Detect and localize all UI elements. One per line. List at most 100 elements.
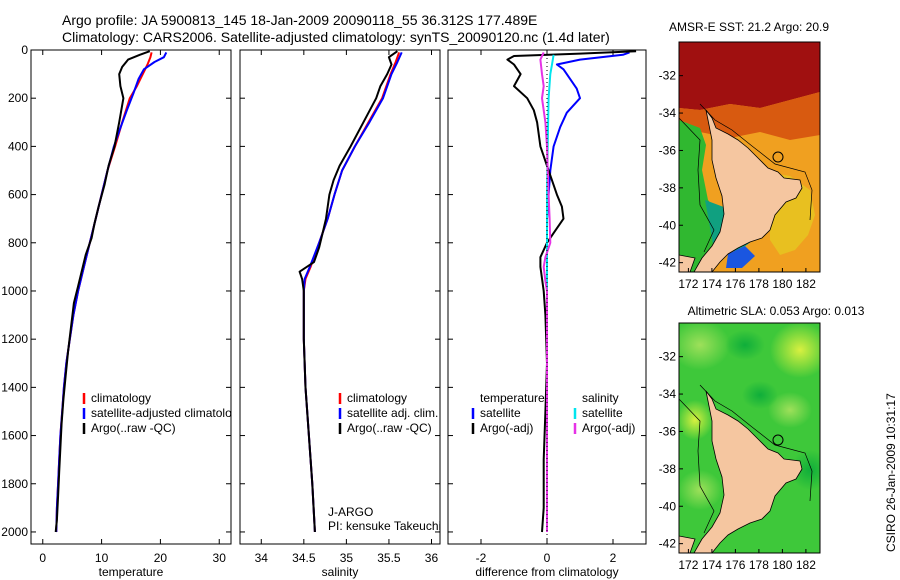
legend-label: Argo(-adj) [582, 421, 635, 435]
y-tick-label: 1400 [1, 380, 28, 394]
map-x-tick-label: 178 [749, 558, 769, 572]
legend-label: Argo(-adj) [480, 421, 533, 435]
x-tick-label: 30 [213, 551, 227, 565]
figure-title-line2: Climatology: CARS2006. Satellite-adjuste… [62, 29, 610, 45]
legend-label: satellite adj. clim. [347, 406, 438, 420]
x-tick-label: 2 [610, 551, 617, 565]
series-line-climatology [302, 52, 401, 533]
sla-bathymetry-contour [679, 384, 813, 534]
x-tick-label: 20 [154, 551, 168, 565]
map-y-tick-label: -36 [659, 143, 677, 157]
salinity-panel: 34 34.5 35 35.5 36 salinity climatologysatelli… [239, 49, 441, 579]
map-y-tick-label: -34 [659, 387, 677, 401]
map-y-tick-label: -42 [659, 256, 677, 270]
series-line-satellite-adjusted-climatolo [55, 51, 168, 533]
y-tick-label: 600 [8, 188, 28, 202]
float-annotation: PI: kensuke Takeuchi [328, 519, 441, 533]
sla-blob [679, 323, 730, 370]
series-line-argo-raw-qc- [298, 50, 398, 533]
sst-warm-band [679, 42, 820, 110]
legend-header-temperature: temperature [480, 391, 545, 405]
sst-bathymetry-contour [679, 103, 813, 253]
nz-south-island [679, 254, 696, 272]
map-x-tick-label: 182 [796, 558, 816, 572]
y-tick-label: 400 [8, 139, 28, 153]
sst-argo-marker [772, 151, 784, 163]
y-tick-label: 1800 [1, 477, 28, 491]
x-tick-label: 35.5 [377, 551, 401, 565]
sla-map: Altimetric SLA: 0.053 Argo: 0.013 172 174… [659, 304, 865, 572]
series-line-satellite-adj-clim- [302, 51, 403, 533]
x-tick-label: 35 [340, 551, 354, 565]
x-tick-label: 34.5 [292, 551, 316, 565]
series-line-climatology [55, 52, 153, 533]
x-tick-label: 10 [95, 551, 109, 565]
sst-map-title: AMSR-E SST: 21.2 Argo: 20.9 [669, 20, 829, 34]
y-tick-label: 0 [21, 43, 28, 57]
map-x-tick-label: 182 [796, 277, 816, 291]
y-tick-label: 800 [8, 236, 28, 250]
float-annotation: J-ARGO [328, 505, 373, 519]
temperature-xlabel: temperature [99, 565, 164, 579]
map-x-tick-label: 174 [702, 277, 722, 291]
sla-map-title: Altimetric SLA: 0.053 Argo: 0.013 [688, 304, 865, 318]
map-y-tick-label: -32 [659, 69, 677, 83]
legend-label: climatology [347, 391, 407, 405]
y-tick-label: 1000 [1, 284, 28, 298]
nz-south-island [679, 535, 696, 553]
legend-header-salinity: salinity [582, 391, 619, 405]
sla-blob [790, 450, 820, 490]
map-y-tick-label: -32 [659, 350, 677, 364]
sst-map: AMSR-E SST: 21.2 Argo: 20.9 172 174 176 178… [659, 20, 830, 291]
series-line-temperature-satellite [546, 51, 630, 532]
sla-blob [679, 470, 722, 510]
map-y-tick-label: -42 [659, 537, 677, 551]
map-x-tick-label: 176 [725, 558, 745, 572]
legend-label: satellite [582, 406, 623, 420]
y-tick-label: 2000 [1, 525, 28, 539]
series-line-argo-raw-qc- [54, 50, 151, 533]
y-tick-label: 1600 [1, 429, 28, 443]
salinity-xlabel: salinity [322, 565, 359, 579]
x-tick-label: -2 [476, 551, 487, 565]
map-y-tick-label: -34 [659, 106, 677, 120]
map-x-tick-label: 180 [772, 277, 792, 291]
map-x-tick-label: 180 [772, 558, 792, 572]
nz-north-island [693, 109, 803, 272]
series-line-salinity-argo-adj- [539, 51, 552, 532]
sla-blob [768, 392, 812, 428]
series-line-temperature-argo-adj- [506, 50, 637, 533]
x-tick-label: 34 [255, 551, 269, 565]
credit-stamp: CSIRO 26-Jan-2009 10:31:17 [884, 393, 898, 552]
y-tick-label: 1200 [1, 332, 28, 346]
map-y-tick-label: -38 [659, 462, 677, 476]
map-y-tick-label: -40 [659, 218, 677, 232]
map-x-tick-label: 172 [678, 277, 698, 291]
map-y-tick-label: -36 [659, 424, 677, 438]
x-tick-label: 0 [544, 551, 551, 565]
sla-blob [742, 381, 778, 409]
map-y-tick-label: -40 [659, 499, 677, 513]
legend-label: climatology [91, 391, 151, 405]
sla-blob [770, 323, 820, 378]
nz-north-island [693, 390, 803, 553]
map-y-tick-label: -38 [659, 181, 677, 195]
y-tick-label: 200 [8, 91, 28, 105]
temperature-panel: 0 10 20 30 0 200 400 600 800 1000 1200 1400 1600 1800… [1, 43, 232, 579]
map-x-tick-label: 176 [725, 277, 745, 291]
salinity-axes-frame [239, 49, 441, 545]
figure-title-line1: Argo profile: JA 5900813_145 18-Jan-2009… [62, 12, 538, 28]
sla-argo-marker [772, 434, 784, 446]
legend-label: Argo(..raw -QC) [347, 421, 432, 435]
legend-label: satellite-adjusted climatolo [91, 406, 232, 420]
temperature-axes-frame [30, 49, 232, 545]
sla-blob [725, 330, 765, 360]
map-x-tick-label: 178 [749, 277, 769, 291]
difference-xlabel: difference from climatology [475, 565, 618, 579]
map-x-tick-label: 174 [702, 558, 722, 572]
map-x-tick-label: 172 [678, 558, 698, 572]
legend-label: satellite [480, 406, 521, 420]
sst-cold-patch [726, 246, 755, 268]
